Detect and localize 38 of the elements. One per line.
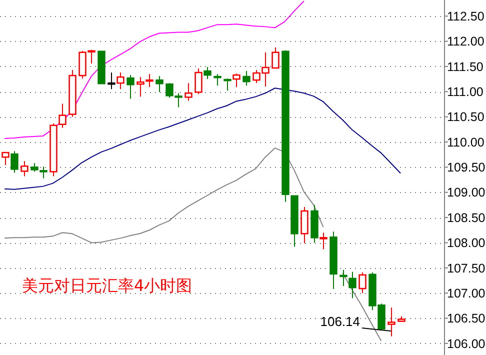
- candlestick: [214, 74, 222, 86]
- candlestick: [136, 76, 144, 98]
- y-tick-label: 108.50: [447, 210, 486, 225]
- line-series: [4, 88, 402, 190]
- y-tick-label: 106.50: [447, 312, 486, 326]
- candlestick: [156, 76, 164, 93]
- candlestick: [10, 150, 18, 174]
- line-series: [4, 0, 304, 139]
- candlestick: [126, 74, 134, 100]
- annotation: 美元对日元汇率4小时图: [22, 276, 192, 295]
- y-tick-label: 111.50: [447, 60, 484, 74]
- y-tick-label: 107.50: [447, 261, 486, 276]
- candlestick: [388, 307, 396, 337]
- annotation: 106.14: [320, 314, 360, 329]
- candlestick: [20, 160, 28, 177]
- y-tick-label: 107.00: [447, 286, 486, 300]
- y-tick-label: 108.00: [447, 236, 486, 250]
- candlestick: [194, 68, 202, 95]
- y-tick-label: 109.00: [447, 186, 486, 200]
- candlestick: [358, 272, 366, 294]
- candlestick: [348, 271, 356, 299]
- candlestick: [224, 78, 232, 92]
- y-tick-label: 110.50: [447, 110, 484, 124]
- candlestick: [300, 206, 308, 244]
- y-tick-label: 110.00: [447, 135, 484, 150]
- candlestick: [272, 46, 280, 69]
- candlestick: [232, 73, 240, 88]
- candlestick: [320, 232, 328, 250]
- candlestick: [204, 66, 212, 80]
- y-tick-label: 112.50: [447, 9, 484, 24]
- candlestick: [242, 70, 250, 86]
- y-tick-label: 109.50: [447, 160, 486, 175]
- y-tick-label: 111.00: [447, 85, 484, 100]
- y-tick-label: 112.00: [447, 34, 484, 49]
- candlestick: [184, 82, 192, 102]
- y-tick-label: 106.00: [447, 336, 486, 351]
- candlestick: [146, 74, 154, 88]
- candlestick: [340, 269, 348, 287]
